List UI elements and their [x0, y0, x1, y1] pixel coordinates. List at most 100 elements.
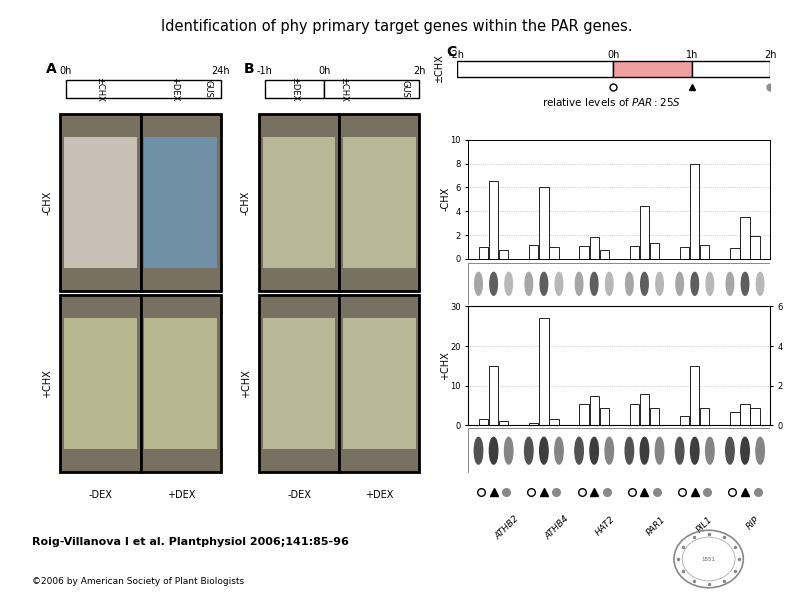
Ellipse shape	[640, 437, 649, 464]
Text: A: A	[45, 62, 56, 76]
Ellipse shape	[555, 273, 563, 295]
Bar	[690, 164, 700, 259]
Ellipse shape	[655, 437, 664, 464]
Ellipse shape	[505, 273, 512, 295]
Bar	[339, 296, 419, 472]
Ellipse shape	[676, 437, 684, 464]
Text: -CHX: -CHX	[42, 190, 52, 215]
Bar	[640, 206, 649, 259]
Bar	[613, 61, 692, 77]
Bar	[64, 318, 137, 449]
Bar	[64, 137, 137, 268]
Text: -DEX: -DEX	[89, 490, 113, 500]
Ellipse shape	[575, 437, 584, 464]
Ellipse shape	[475, 273, 482, 295]
Ellipse shape	[555, 437, 563, 464]
Text: RIP: RIP	[745, 515, 761, 531]
Bar	[680, 415, 689, 425]
Bar	[264, 80, 324, 98]
Ellipse shape	[656, 273, 663, 295]
Text: HAT2: HAT2	[594, 515, 617, 537]
Text: relative levels of $\mathit{PAR:25S}$: relative levels of $\mathit{PAR:25S}$	[542, 96, 680, 108]
Bar	[479, 419, 488, 425]
Text: ±CHX: ±CHX	[339, 77, 349, 102]
Bar	[650, 243, 659, 259]
Bar	[539, 187, 549, 259]
Bar	[730, 248, 739, 259]
Bar	[741, 217, 750, 259]
Bar	[339, 114, 419, 291]
Ellipse shape	[757, 273, 764, 295]
Bar	[66, 80, 221, 98]
Bar	[141, 114, 221, 291]
Ellipse shape	[606, 273, 613, 295]
Bar	[730, 412, 739, 425]
Ellipse shape	[741, 437, 750, 464]
Ellipse shape	[605, 437, 614, 464]
Text: 1851: 1851	[702, 556, 715, 562]
Ellipse shape	[626, 273, 633, 295]
Text: ±DEX: ±DEX	[290, 77, 299, 102]
Text: 0h: 0h	[318, 65, 330, 76]
Ellipse shape	[540, 437, 548, 464]
Ellipse shape	[727, 273, 734, 295]
Text: +CHX: +CHX	[42, 369, 52, 398]
Bar	[750, 408, 760, 425]
Bar	[750, 236, 760, 259]
Text: -1h: -1h	[256, 65, 272, 76]
Ellipse shape	[525, 273, 533, 295]
Bar	[599, 408, 609, 425]
Bar	[580, 403, 588, 425]
Bar	[141, 296, 221, 472]
Text: +CHX: +CHX	[241, 369, 251, 398]
Bar	[263, 318, 336, 449]
Text: +DEX: +DEX	[365, 490, 394, 500]
Bar	[343, 318, 416, 449]
Bar	[489, 366, 498, 425]
Text: +DEX: +DEX	[167, 490, 195, 500]
Ellipse shape	[726, 437, 734, 464]
Ellipse shape	[490, 273, 497, 295]
Text: ATHB2: ATHB2	[494, 515, 521, 542]
Bar	[580, 246, 588, 259]
Bar	[741, 403, 750, 425]
Bar	[700, 245, 709, 259]
Bar	[530, 245, 538, 259]
Text: GUS: GUS	[400, 80, 409, 98]
Ellipse shape	[590, 437, 599, 464]
Bar	[60, 296, 141, 472]
Ellipse shape	[641, 273, 648, 295]
Ellipse shape	[625, 437, 634, 464]
Text: PAR1: PAR1	[645, 515, 667, 537]
Text: ATHB4: ATHB4	[544, 515, 571, 542]
Bar	[499, 250, 508, 259]
Bar	[692, 61, 770, 77]
Ellipse shape	[706, 437, 714, 464]
Bar	[489, 181, 498, 259]
Ellipse shape	[676, 273, 684, 295]
Y-axis label: +CHX: +CHX	[441, 352, 450, 380]
Text: GUS: GUS	[203, 80, 212, 98]
Bar	[680, 247, 689, 259]
Text: -DEX: -DEX	[287, 490, 311, 500]
Bar	[259, 114, 339, 291]
Bar	[479, 247, 488, 259]
Ellipse shape	[691, 437, 699, 464]
Text: -CHX: -CHX	[241, 190, 251, 215]
Text: 2h: 2h	[413, 65, 426, 76]
Ellipse shape	[525, 437, 533, 464]
Text: 24h: 24h	[212, 65, 230, 76]
Ellipse shape	[576, 273, 583, 295]
Text: 1h: 1h	[685, 50, 698, 60]
Bar	[630, 403, 639, 425]
Bar	[630, 246, 639, 259]
Bar	[700, 408, 709, 425]
Bar	[145, 318, 218, 449]
Text: ©2006 by American Society of Plant Biologists: ©2006 by American Society of Plant Biolo…	[32, 577, 244, 586]
Bar	[60, 114, 141, 291]
Bar	[145, 137, 218, 268]
Ellipse shape	[504, 437, 513, 464]
Bar	[650, 408, 659, 425]
Bar	[343, 137, 416, 268]
Text: Identification of phy primary target genes within the PAR genes.: Identification of phy primary target gen…	[161, 19, 633, 34]
